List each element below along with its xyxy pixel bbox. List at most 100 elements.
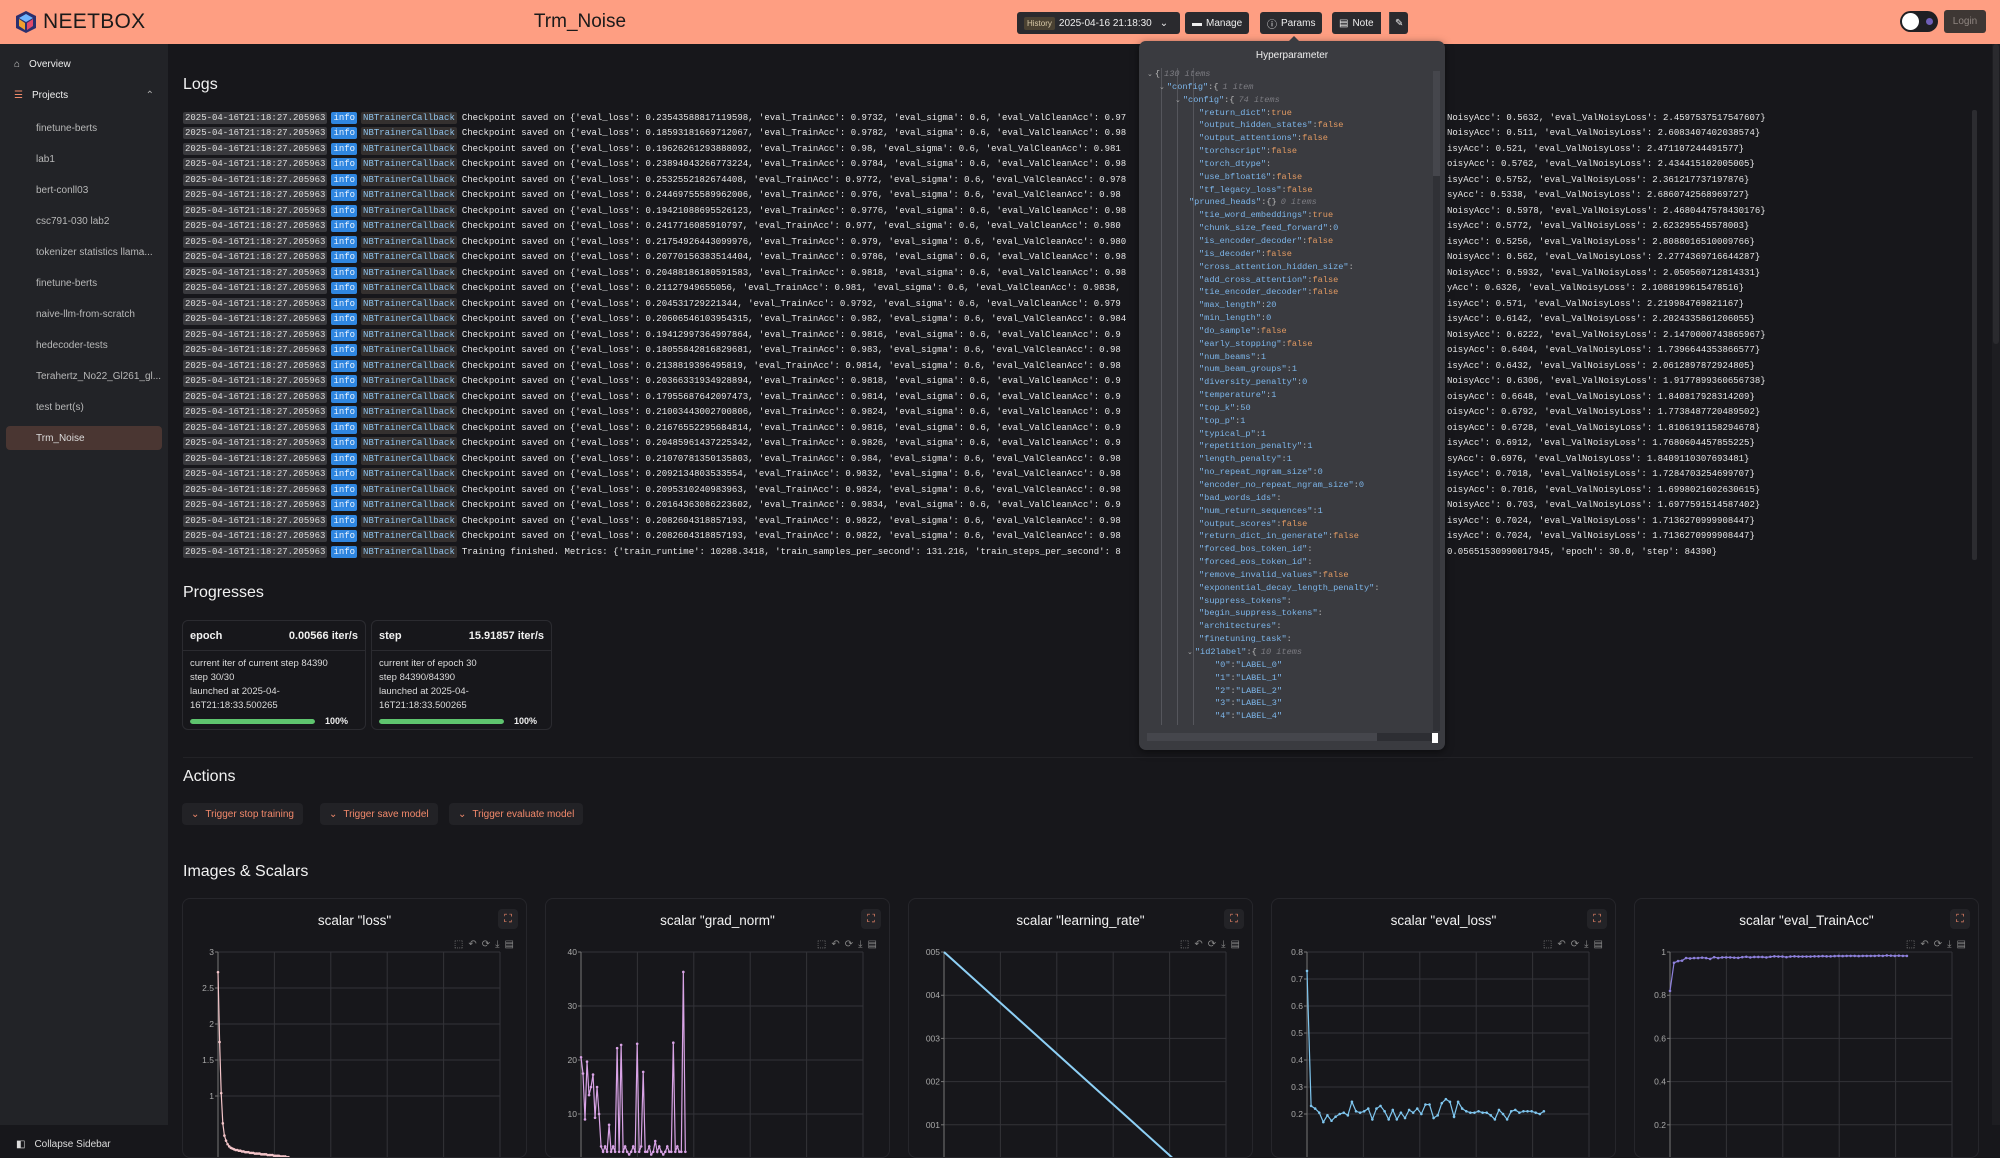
fullscreen-icon[interactable]: ⛶ [498, 909, 518, 929]
data-point[interactable] [1813, 955, 1816, 958]
data-point[interactable] [1712, 955, 1716, 959]
data-point[interactable] [1534, 1111, 1538, 1114]
data-point[interactable] [629, 1150, 633, 1154]
data-point[interactable] [221, 1122, 225, 1125]
data-point[interactable] [645, 1150, 649, 1154]
download-icon[interactable]: ⤓ [1584, 939, 1589, 950]
chevron-down-icon[interactable]: ⌄ [1147, 71, 1153, 79]
json-tree-line[interactable]: ⌄{130 items [1147, 68, 1429, 81]
data-point[interactable] [1522, 1110, 1525, 1113]
data-view-icon[interactable]: ▤ [504, 939, 514, 950]
sidebar-project-item[interactable]: test bert(s) [36, 401, 84, 413]
data-point[interactable] [1497, 1108, 1501, 1112]
data-point[interactable] [1805, 955, 1808, 958]
data-point[interactable] [1379, 1104, 1382, 1108]
data-point[interactable] [659, 1150, 663, 1154]
data-point[interactable] [1793, 955, 1796, 958]
data-point[interactable] [1877, 954, 1881, 957]
data-point[interactable] [1538, 1112, 1542, 1116]
data-point[interactable] [609, 1150, 613, 1154]
data-point[interactable] [601, 1150, 605, 1154]
data-point[interactable] [682, 970, 685, 974]
data-point[interactable] [1346, 1114, 1350, 1117]
data-point[interactable] [1334, 1115, 1337, 1118]
page-scrollbar[interactable] [1992, 44, 2000, 1125]
data-point[interactable] [1841, 954, 1844, 958]
data-point[interactable] [1411, 1111, 1415, 1114]
data-point[interactable] [676, 1145, 679, 1148]
data-point[interactable] [1513, 1108, 1517, 1112]
data-point[interactable] [1837, 954, 1840, 958]
data-point[interactable] [1777, 955, 1780, 958]
data-point[interactable] [617, 1150, 621, 1154]
data-point[interactable] [1317, 1111, 1321, 1114]
data-point[interactable] [1464, 1110, 1468, 1113]
data-point[interactable] [1371, 1118, 1374, 1121]
data-point[interactable] [653, 1139, 657, 1143]
fullscreen-icon[interactable]: ⛶ [861, 909, 881, 929]
data-point[interactable] [1452, 1115, 1456, 1118]
sidebar-item-projects[interactable]: ☰ Projects ⌃ [14, 90, 154, 101]
restore-icon[interactable]: ⟳ [481, 939, 491, 950]
data-point[interactable] [1354, 1110, 1358, 1113]
sidebar-project-item[interactable]: tokenizer statistics llama... [36, 246, 153, 258]
zoom-select-icon[interactable]: ⬚ [1179, 939, 1190, 950]
data-point[interactable] [591, 1073, 595, 1076]
data-point[interactable] [1509, 1110, 1513, 1113]
data-point[interactable] [1676, 959, 1680, 963]
data-point[interactable] [1326, 1114, 1329, 1117]
fullscreen-icon[interactable]: ⛶ [1950, 909, 1970, 929]
data-point[interactable] [1845, 954, 1848, 958]
data-point[interactable] [1821, 954, 1824, 958]
sidebar-project-item[interactable]: hedecoder-tests [36, 339, 108, 351]
data-point[interactable] [1740, 955, 1744, 959]
data-point[interactable] [1309, 1104, 1313, 1108]
data-point[interactable] [1436, 1114, 1439, 1117]
data-point[interactable] [1493, 1118, 1497, 1121]
data-point[interactable] [1724, 956, 1728, 959]
data-point[interactable] [216, 970, 220, 974]
data-point[interactable] [1865, 954, 1869, 958]
data-point[interactable] [627, 1153, 631, 1156]
data-point[interactable] [631, 1145, 635, 1148]
data-point[interactable] [647, 1145, 651, 1148]
action-button[interactable]: ⌄ Trigger save model [320, 803, 438, 825]
data-point[interactable] [1460, 1107, 1464, 1110]
json-tree-line[interactable]: ⌄ "config":{1 item [1147, 81, 1429, 94]
data-point[interactable] [669, 1150, 673, 1154]
sidebar-project-item[interactable]: bert-conll03 [36, 184, 89, 196]
data-point[interactable] [1305, 969, 1309, 973]
data-point[interactable] [1885, 954, 1889, 957]
data-point[interactable] [1817, 955, 1820, 958]
data-point[interactable] [1391, 1108, 1395, 1112]
action-button[interactable]: ⌄ Trigger evaluate model [449, 803, 584, 825]
tree-vertical-scrollbar[interactable] [1433, 71, 1440, 731]
data-point[interactable] [226, 1142, 229, 1146]
data-point[interactable] [1889, 954, 1893, 957]
data-point[interactable] [1456, 1100, 1460, 1104]
restore-icon[interactable]: ⟳ [1570, 939, 1580, 950]
data-point[interactable] [1477, 1110, 1480, 1113]
data-point[interactable] [603, 1145, 607, 1148]
data-point[interactable] [1825, 955, 1828, 958]
json-tree-line[interactable]: ⌄ "id2label":{10 items [1147, 646, 1429, 659]
data-point[interactable] [1366, 1107, 1370, 1110]
sidebar-project-item[interactable]: finetune-berts [36, 122, 98, 134]
data-point[interactable] [599, 1145, 603, 1148]
sidebar-project-item[interactable]: lab1 [36, 153, 55, 165]
data-point[interactable] [1736, 956, 1740, 960]
data-point[interactable] [1342, 1111, 1346, 1114]
params-button[interactable]: ⓘ Params [1260, 12, 1323, 34]
data-point[interactable] [680, 1150, 683, 1154]
data-point[interactable] [1873, 954, 1877, 958]
data-point[interactable] [579, 1056, 583, 1059]
data-point[interactable] [1322, 1120, 1325, 1124]
data-point[interactable] [1869, 954, 1873, 958]
restore-icon[interactable]: ⟳ [844, 939, 854, 950]
data-point[interactable] [1801, 955, 1804, 958]
data-point[interactable] [1704, 956, 1708, 960]
data-point[interactable] [615, 1046, 619, 1050]
data-point[interactable] [1905, 954, 1909, 958]
data-point[interactable] [219, 1091, 223, 1095]
data-point[interactable] [597, 1112, 601, 1116]
